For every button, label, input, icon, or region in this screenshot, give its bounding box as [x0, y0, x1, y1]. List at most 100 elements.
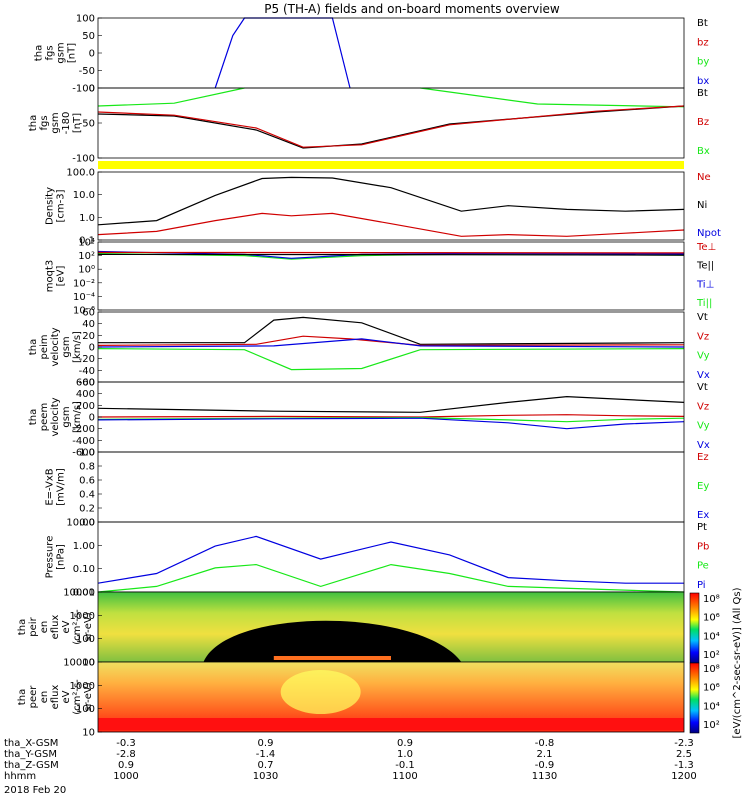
y-axis-label: peem [39, 403, 50, 431]
y-tick-label: 0.4 [79, 490, 95, 501]
y-tick-label: 1.0 [79, 213, 95, 224]
series-1-line [97, 87, 685, 108]
y-axis-label: eflux [50, 685, 61, 710]
series-3-line [97, 338, 685, 348]
series-3-line [97, 251, 685, 254]
colorbar-label: [eV/(cm^2-sec-sr-eV)] (All Qs) [732, 587, 743, 738]
series-1-line [97, 395, 685, 413]
y-axis-label: eV [61, 690, 72, 703]
panel-3: 100.0 10.0 1.0 0.1 Density [cm-3] Ne Ni Npot [45, 168, 721, 247]
time-row-value: 0.9 [397, 738, 413, 749]
colorbar-tick-label: 10⁶ [703, 683, 720, 694]
y-axis-label: [km/s] [72, 331, 83, 363]
series-4-line [97, 348, 685, 371]
y-tick-label: 10000 [63, 658, 95, 669]
y-tick-label: 100 [76, 704, 95, 715]
y-axis-label: E=-VxB [45, 468, 56, 505]
y-axis-label: en [39, 621, 50, 634]
legend-entry: Te⊥ [696, 242, 716, 253]
y-axis-label: Density [45, 187, 56, 225]
colorbar-tick-label: 10² [703, 650, 720, 661]
y-tick-label: 400 [76, 389, 95, 400]
y-axis-label: [nT] [67, 43, 78, 63]
series-2-line [97, 335, 685, 347]
y-tick-label: 0 [89, 413, 95, 424]
y-tick-label: 0.1 [79, 236, 95, 247]
legend-entry: Ez [697, 452, 709, 463]
y-tick-label: 1.00 [73, 541, 95, 552]
series-2-line [97, 105, 685, 149]
legend-entry: Ti⊥ [696, 279, 714, 290]
y-axis-label: gsm [61, 406, 72, 427]
y-tick-label: 60 [82, 308, 95, 319]
panel-frame [97, 661, 685, 733]
time-row-value: 0.9 [258, 738, 274, 749]
legend-entry: bx [697, 76, 709, 87]
colorbar-tick-label: 10⁸ [703, 594, 720, 605]
y-tick-label: 0 [89, 49, 95, 60]
colorbar-tick-label: 10⁴ [703, 701, 720, 712]
y-axis-label: velocity [50, 397, 61, 436]
y-axis-label: sr-eV) [83, 612, 94, 641]
legend-entry: Ni [697, 200, 707, 211]
y-tick-label: -50 [79, 119, 95, 130]
legend-entry: Bt [697, 18, 708, 29]
hhmm-tick-label: 1130 [532, 771, 557, 782]
colorbar-tick-label: 10⁸ [703, 664, 720, 675]
y-tick-label: 10⁴ [78, 238, 95, 249]
y-axis-label: [nT] [72, 113, 83, 133]
heatmap-low-energy-band [98, 718, 684, 730]
time-row-label: hhmm [4, 771, 36, 782]
y-tick-label: -20 [79, 354, 95, 365]
y-axis-label: velocity [50, 327, 61, 366]
y-tick-label: -100 [72, 154, 95, 165]
y-axis-label: fgs [39, 115, 50, 130]
panel-1: 100 50 0 -50 -100 tha fgs gsm [nT] Bt bz by bx [34, 14, 710, 95]
time-row-value: -1.4 [256, 749, 276, 760]
y-tick-label: 100 [76, 634, 95, 645]
y-axis-label: tha [17, 689, 28, 705]
series-1-line [97, 535, 684, 584]
hhmm-tick-label: 1100 [392, 771, 417, 782]
legend-entry: Vz [697, 401, 709, 412]
colorbar-tick-label: 10² [703, 720, 720, 731]
panel-7: 1.0 0.8 0.6 0.4 0.2 0.0 E=-VxB [mV/m] Ez Ey Ex [45, 448, 710, 529]
series-2-line [97, 563, 685, 593]
date-label: 2018 Feb 20 [4, 785, 66, 796]
legend-entry: Vy [697, 351, 710, 362]
hhmm-tick-label: 1030 [253, 771, 278, 782]
time-row-value: -1.3 [674, 760, 694, 771]
panel-8: 10.00 1.00 0.10 0.01 Pressure [nPa] Pt Pb Pe Pi [45, 518, 710, 599]
panel-frame [97, 17, 685, 89]
y-tick-label: 0.8 [79, 462, 95, 473]
y-tick-label: 10⁻² [73, 278, 95, 289]
y-tick-label: -400 [72, 436, 95, 447]
y-axis-label: tha [28, 409, 39, 425]
legend-entry: Pt [697, 522, 707, 533]
y-axis-label: sr-eV) [83, 682, 94, 711]
y-tick-label: -100 [72, 84, 95, 95]
panel-frame [97, 87, 685, 159]
legend-entry: Bt [697, 88, 708, 99]
y-axis-label: [cm-3] [56, 189, 67, 222]
y-axis-label: (cm²-s- [72, 609, 83, 645]
legend-entry: Vy [697, 421, 710, 432]
y-tick-label: -600 [72, 448, 95, 459]
time-row-value: 2.5 [676, 749, 692, 760]
y-axis-label: en [39, 691, 50, 704]
y-axis-label: moqt3 [45, 260, 56, 293]
y-axis-label: peir [28, 616, 39, 636]
y-tick-label: 10.0 [73, 190, 95, 201]
time-row-value: -0.1 [395, 760, 415, 771]
y-tick-label: 600 [76, 378, 95, 389]
figure-title: P5 (TH-A) fields and on-board moments ov… [264, 2, 560, 16]
y-axis-label: fgs [45, 45, 56, 60]
panel-frame [97, 451, 685, 523]
legend-entry: Pe [697, 561, 709, 572]
legend-entry: Bx [697, 146, 710, 157]
heatmap-void-region [203, 620, 462, 662]
time-row-label: tha_X-GSM [4, 738, 58, 749]
legend-entry: Bz [697, 117, 709, 128]
